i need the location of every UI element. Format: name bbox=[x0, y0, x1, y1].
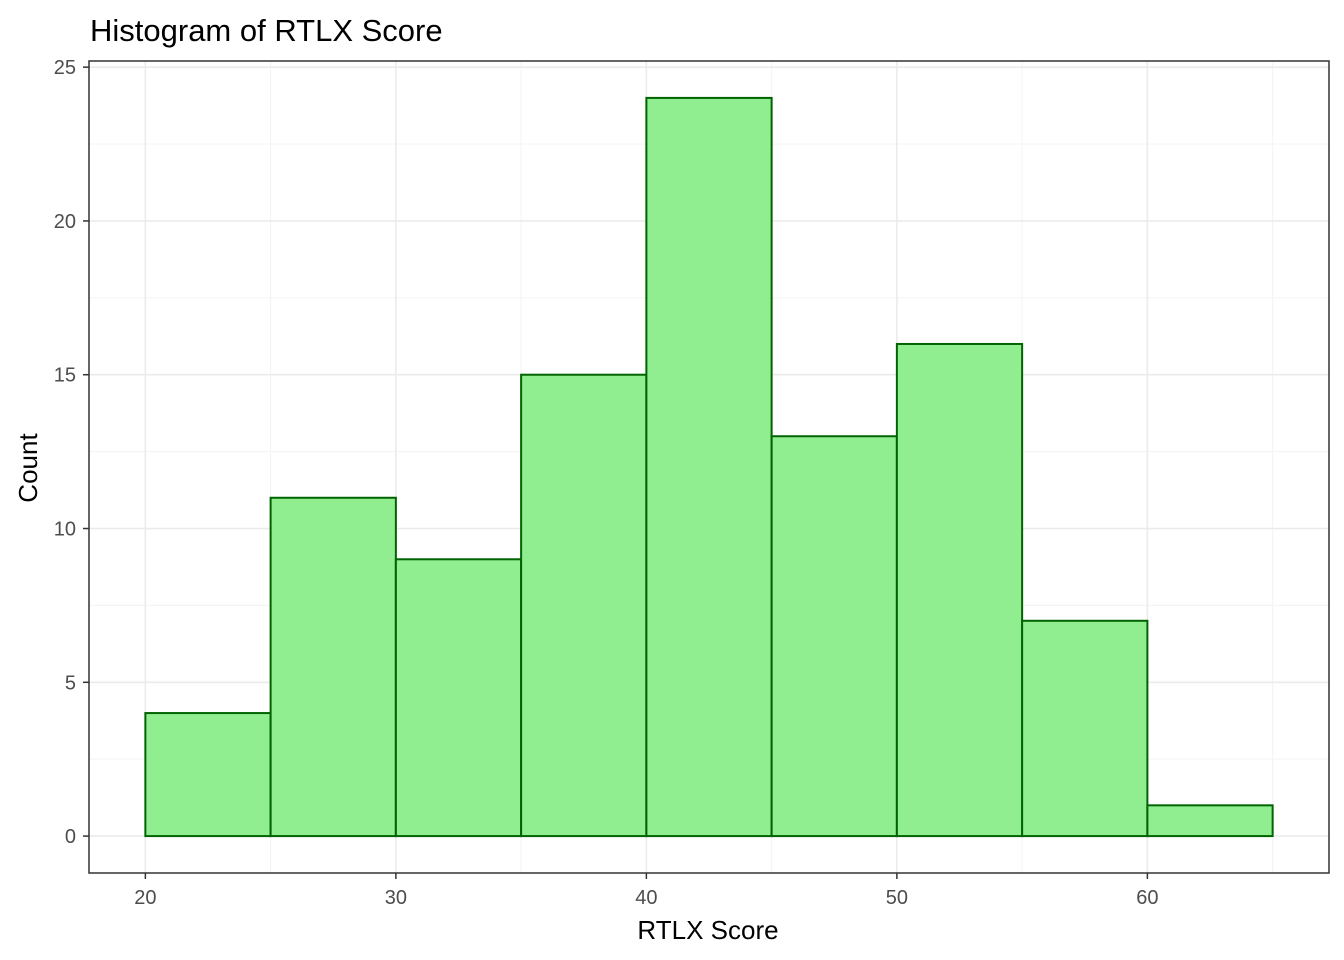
histogram-bar bbox=[269, 496, 397, 838]
histogram-bar bbox=[645, 96, 773, 838]
histogram-bar bbox=[1021, 619, 1149, 838]
panel-border bbox=[88, 60, 1330, 874]
histogram-bar bbox=[895, 342, 1024, 838]
histogram-bar bbox=[1146, 804, 1274, 838]
y-tick-label: 25 bbox=[54, 57, 76, 79]
y-axis: 0 5 10 15 20 25 bbox=[54, 57, 89, 848]
x-tick-label: 20 bbox=[134, 887, 156, 909]
x-tick-label: 60 bbox=[1136, 887, 1158, 909]
histogram-bars bbox=[144, 96, 1274, 838]
y-tick-label: 5 bbox=[65, 672, 76, 694]
x-tick-label: 50 bbox=[886, 887, 908, 909]
y-tick-label: 15 bbox=[54, 365, 76, 387]
x-axis: 20 30 40 50 60 bbox=[134, 873, 1159, 909]
histogram-bar bbox=[394, 558, 523, 838]
x-axis-title: RTLX Score bbox=[637, 915, 778, 945]
histogram-bar bbox=[144, 712, 272, 838]
y-tick-label: 10 bbox=[54, 519, 76, 541]
y-tick-label: 0 bbox=[65, 826, 76, 848]
y-tick-label: 20 bbox=[54, 211, 76, 233]
x-tick-label: 30 bbox=[385, 887, 407, 909]
histogram-bar bbox=[770, 435, 898, 838]
chart-title: Histogram of RTLX Score bbox=[90, 13, 443, 48]
histogram-bar bbox=[520, 373, 648, 838]
y-axis-title: Count bbox=[13, 433, 43, 503]
x-tick-label: 40 bbox=[635, 887, 657, 909]
